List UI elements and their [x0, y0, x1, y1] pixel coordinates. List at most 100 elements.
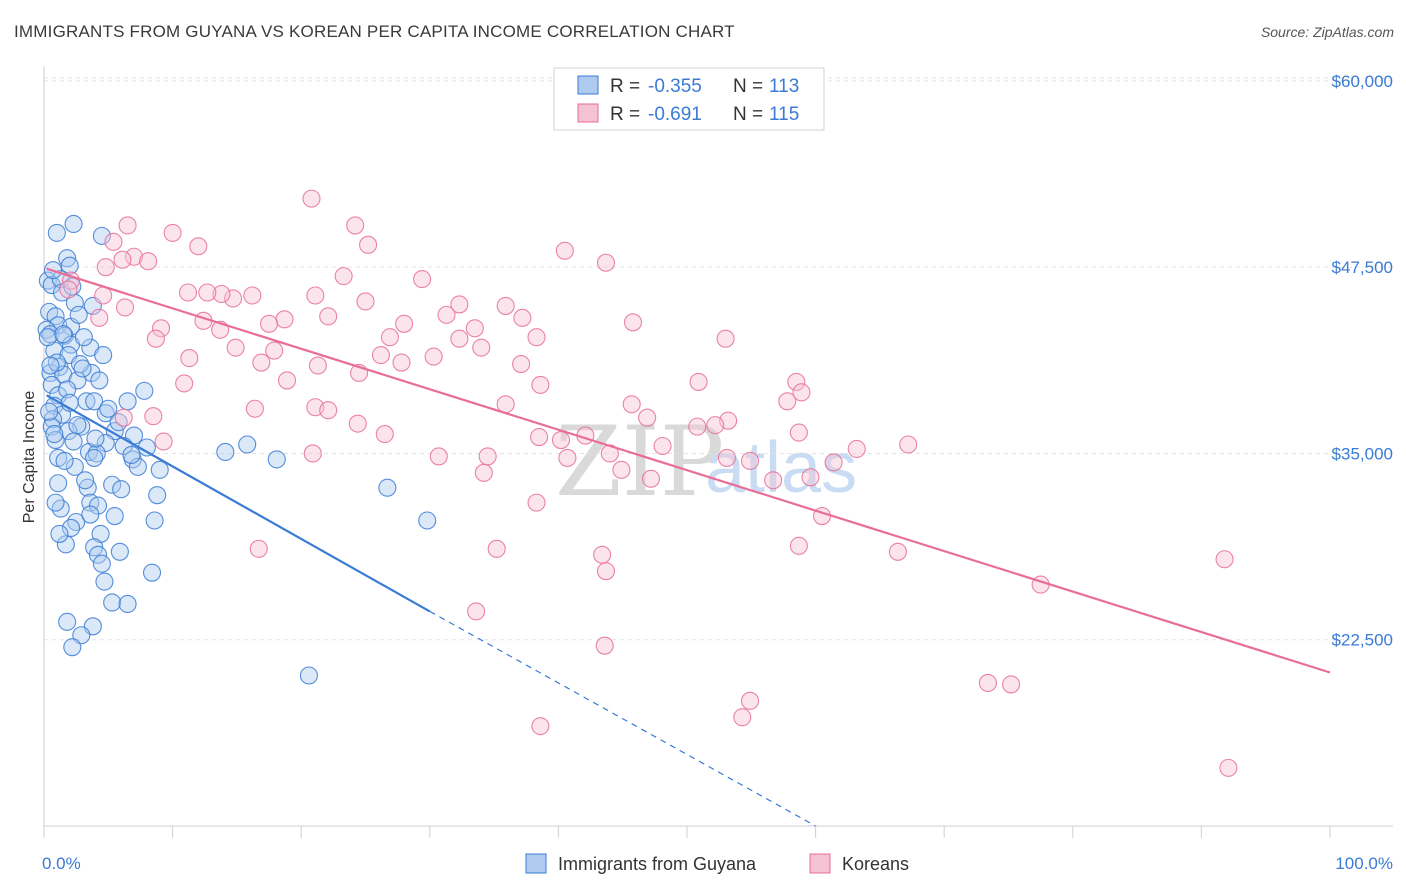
point-guyana — [122, 445, 141, 464]
legend-r-label: R = — [610, 76, 640, 97]
point-korean — [356, 292, 375, 311]
point-korean — [530, 428, 549, 447]
point-guyana — [85, 392, 104, 411]
point-korean — [90, 308, 109, 327]
point-korean — [688, 417, 707, 436]
point-guyana — [58, 612, 77, 631]
point-korean — [740, 451, 760, 470]
point-guyana — [60, 256, 79, 275]
point-guyana — [110, 542, 129, 561]
point-guyana — [112, 480, 131, 499]
point-guyana — [58, 249, 77, 268]
point-guyana — [92, 554, 111, 573]
point-guyana — [50, 524, 69, 543]
point-korean — [178, 283, 198, 302]
point-korean — [778, 392, 797, 411]
point-korean — [531, 717, 550, 736]
point-korean — [198, 283, 217, 302]
legend-label-guyana: Immigrants from Guyana — [558, 854, 757, 874]
point-guyana — [238, 435, 257, 454]
point-korean — [478, 447, 497, 466]
point-korean — [824, 453, 843, 472]
point-korean — [789, 536, 808, 555]
source-label: Source: ZipAtlas.com — [1260, 24, 1394, 40]
point-korean — [733, 708, 752, 727]
point-korean — [306, 286, 325, 305]
point-korean — [124, 247, 144, 266]
point-korean — [437, 305, 456, 324]
point-guyana — [118, 594, 137, 614]
point-korean — [175, 374, 194, 393]
point-korean — [1002, 675, 1021, 694]
x-tick-label-min: 0.0% — [42, 854, 81, 873]
point-korean — [226, 338, 245, 357]
point-korean — [689, 372, 708, 391]
point-korean — [789, 423, 808, 442]
point-korean — [653, 436, 672, 456]
y-tick-label: $35,000 — [1332, 444, 1393, 463]
point-korean — [638, 408, 657, 427]
point-guyana — [40, 402, 59, 421]
point-korean — [641, 469, 661, 488]
point-korean — [319, 307, 338, 326]
point-korean — [1219, 758, 1238, 777]
legend-n-value: 113 — [769, 76, 799, 97]
point-korean — [496, 296, 515, 315]
point-korean — [380, 328, 399, 347]
point-guyana — [418, 511, 437, 530]
point-guyana — [63, 638, 82, 657]
point-korean — [801, 468, 820, 487]
point-korean — [1215, 550, 1234, 569]
point-korean — [249, 539, 268, 558]
point-korean — [180, 349, 199, 368]
point-korean — [346, 216, 365, 235]
point-korean — [465, 319, 484, 338]
point-korean — [596, 562, 616, 581]
point-korean — [302, 189, 321, 208]
point-korean — [612, 460, 631, 479]
chart-title: IMMIGRANTS FROM GUYANA VS KOREAN PER CAP… — [14, 22, 735, 41]
point-guyana — [54, 325, 73, 344]
point-guyana — [148, 486, 167, 505]
point-korean — [275, 310, 294, 329]
point-korean — [513, 308, 532, 327]
point-guyana — [103, 593, 122, 612]
point-korean — [424, 347, 443, 366]
point-korean — [899, 435, 918, 454]
legend-n-value: 115 — [769, 104, 799, 125]
point-guyana — [41, 356, 60, 375]
point-korean — [375, 425, 394, 444]
point-korean — [146, 329, 165, 348]
legend-swatch-guyana — [577, 75, 599, 95]
point-korean — [348, 414, 367, 433]
point-korean — [474, 463, 493, 482]
point-guyana — [49, 474, 68, 493]
point-korean — [114, 408, 133, 427]
point-guyana — [267, 450, 286, 469]
point-guyana — [81, 505, 100, 524]
point-guyana — [67, 512, 86, 532]
point-guyana — [51, 499, 70, 518]
point-korean — [558, 448, 577, 467]
point-guyana — [103, 475, 122, 494]
y-axis-title: Per Capita Income — [21, 391, 38, 524]
point-korean — [252, 353, 271, 372]
point-korean — [334, 267, 353, 286]
point-korean — [278, 371, 297, 390]
point-korean — [467, 602, 486, 621]
point-korean — [413, 270, 432, 289]
point-korean — [265, 341, 284, 360]
legend-r-label: R = — [610, 104, 640, 125]
point-guyana — [95, 572, 114, 591]
point-korean — [104, 232, 123, 251]
point-korean — [212, 284, 231, 304]
legend-n-label: N = — [733, 76, 763, 97]
point-korean — [308, 356, 327, 375]
point-korean — [59, 280, 78, 299]
point-korean — [527, 328, 546, 347]
point-korean — [717, 448, 736, 467]
point-korean — [978, 673, 997, 692]
point-korean — [392, 353, 411, 372]
point-guyana — [42, 276, 61, 295]
point-guyana — [64, 214, 83, 234]
